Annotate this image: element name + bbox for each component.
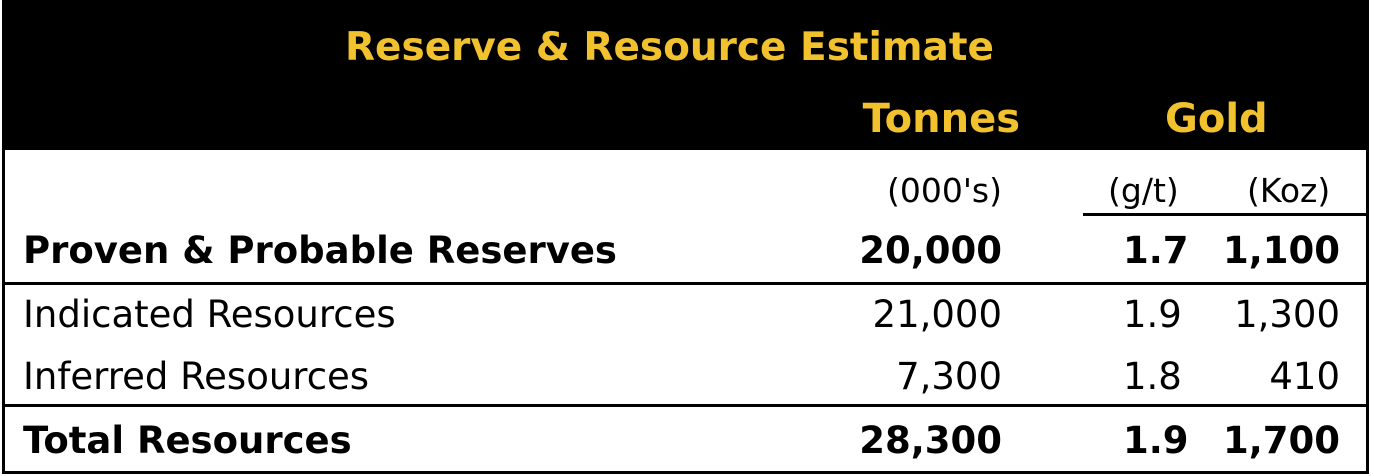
row-tonnes: 21,000 (872, 293, 1002, 336)
row-koz: 1,300 (1234, 293, 1340, 336)
row-divider (5, 282, 1366, 285)
unit-koz: (Koz) (1247, 171, 1331, 210)
table-row: Proven & Probable Reserves 20,000 1.7 1,… (5, 221, 1366, 281)
gold-header-underline (1083, 213, 1369, 216)
row-tonnes: 20,000 (859, 229, 1002, 272)
row-grade: 1.9 (1123, 293, 1182, 336)
row-koz: 1,100 (1222, 229, 1340, 272)
row-grade: 1.9 (1123, 419, 1189, 462)
table-header: Reserve & Resource Estimate Tonnes Gold (5, 3, 1366, 150)
row-label: Inferred Resources (23, 355, 370, 398)
table-row: Indicated Resources 21,000 1.9 1,300 (5, 285, 1366, 345)
row-tonnes: 28,300 (859, 419, 1002, 462)
row-koz: 1,700 (1222, 419, 1340, 462)
table-row: Total Resources 28,300 1.9 1,700 (5, 411, 1366, 471)
row-divider (5, 404, 1366, 407)
column-header-tonnes: Tonnes (862, 96, 1020, 142)
row-label: Total Resources (23, 419, 352, 462)
row-koz: 410 (1269, 355, 1340, 398)
column-header-gold: Gold (1165, 96, 1268, 142)
row-grade: 1.7 (1123, 229, 1189, 272)
table-row: Inferred Resources 7,300 1.8 410 (5, 347, 1366, 407)
row-label: Indicated Resources (23, 293, 396, 336)
unit-grade: (g/t) (1108, 171, 1179, 210)
unit-tonnes: (000's) (886, 171, 1002, 210)
row-tonnes: 7,300 (896, 355, 1002, 398)
row-label: Proven & Probable Reserves (23, 229, 617, 272)
table-title: Reserve & Resource Estimate (345, 25, 994, 70)
row-grade: 1.8 (1123, 355, 1182, 398)
